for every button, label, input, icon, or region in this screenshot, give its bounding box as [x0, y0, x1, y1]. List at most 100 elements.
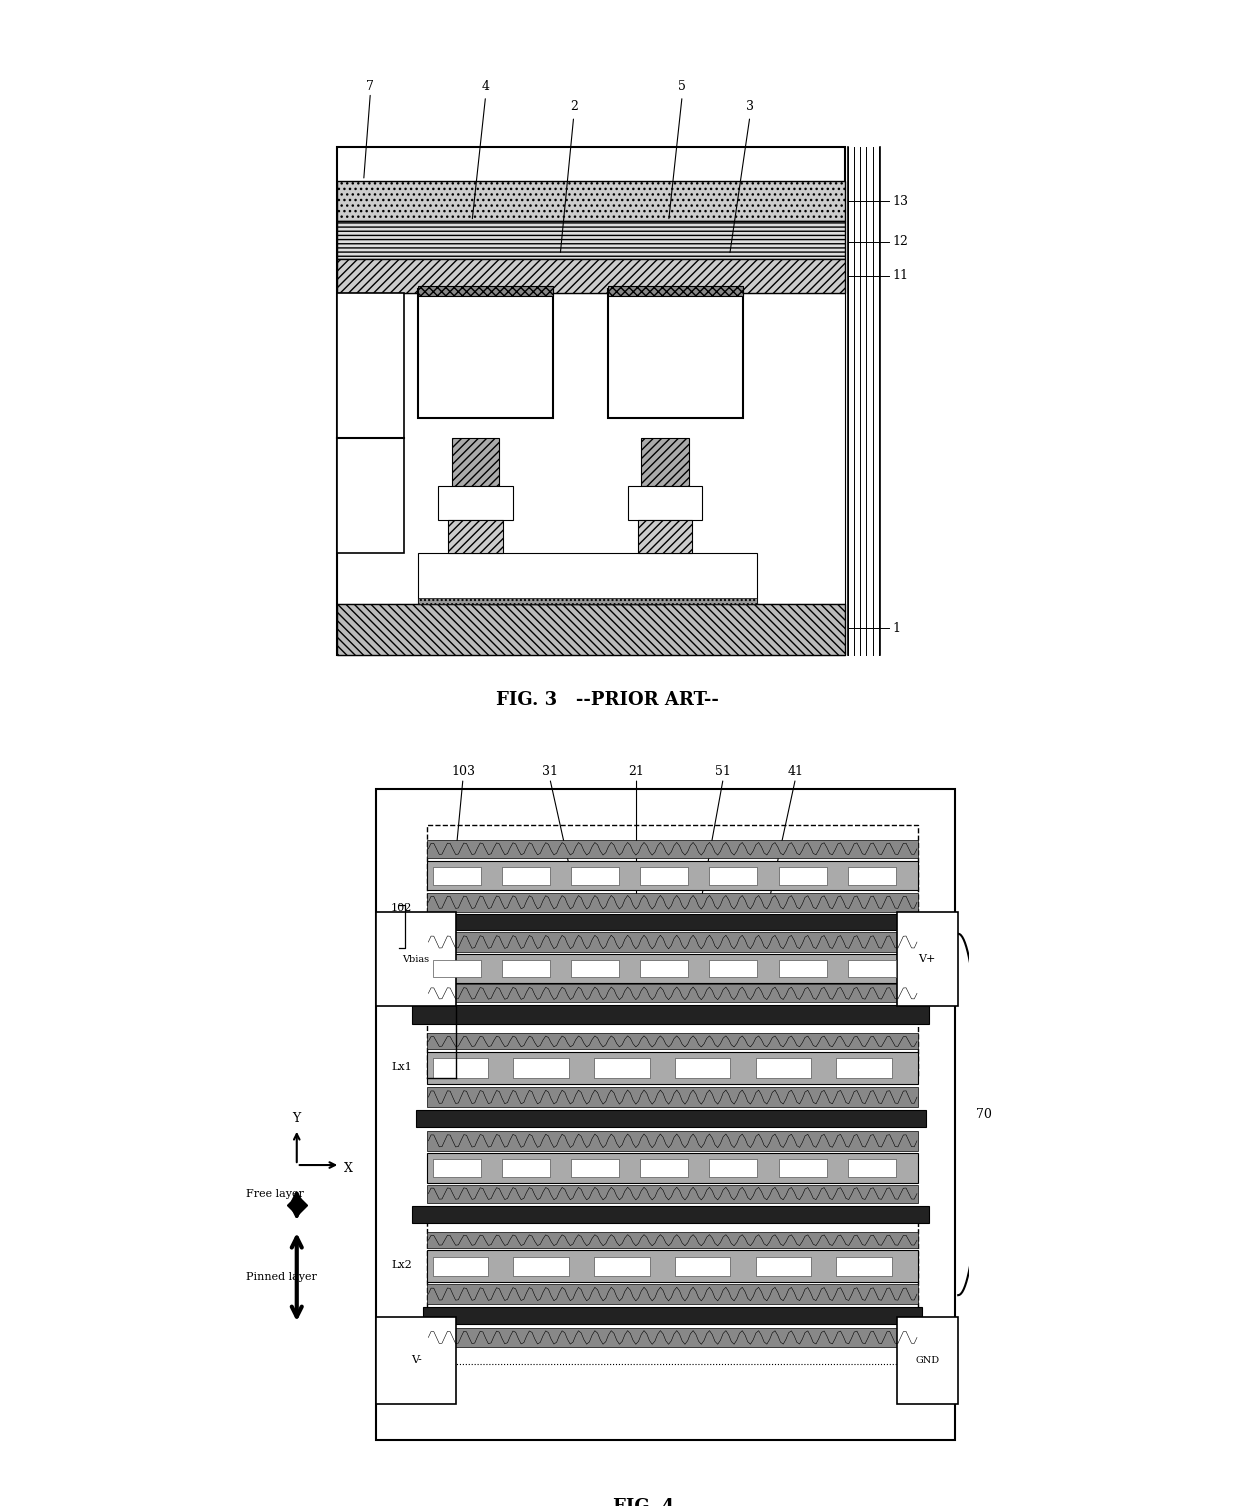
Bar: [433, 1158, 481, 1178]
Bar: [376, 1316, 456, 1404]
Text: X: X: [343, 1163, 352, 1175]
Bar: [513, 1059, 569, 1078]
Bar: [427, 1131, 919, 1151]
Bar: [433, 959, 481, 977]
Text: 103: 103: [451, 765, 475, 779]
Bar: [427, 840, 919, 858]
Bar: [709, 959, 758, 977]
Bar: [427, 1220, 919, 1316]
Bar: [897, 1316, 959, 1404]
Text: 41: 41: [787, 765, 804, 779]
Bar: [779, 867, 827, 884]
Text: 11: 11: [893, 270, 908, 282]
Bar: [594, 1256, 650, 1276]
Bar: [427, 1033, 919, 1050]
Bar: [675, 1059, 730, 1078]
Bar: [709, 867, 758, 884]
Bar: [427, 1185, 919, 1203]
Bar: [427, 953, 919, 983]
Bar: [779, 1158, 827, 1178]
Text: FIG. 4: FIG. 4: [614, 1497, 675, 1506]
Bar: [418, 598, 756, 604]
Bar: [417, 1110, 926, 1128]
Text: Vbias: Vbias: [403, 955, 429, 964]
Text: 12: 12: [893, 235, 908, 248]
Text: Free layer: Free layer: [247, 1188, 304, 1199]
Bar: [427, 932, 919, 952]
Bar: [413, 1205, 929, 1223]
Text: 104: 104: [377, 932, 398, 943]
Text: 5: 5: [678, 80, 686, 93]
Text: 2: 2: [569, 99, 578, 113]
Bar: [848, 959, 895, 977]
Bar: [897, 913, 959, 1006]
Bar: [502, 959, 549, 977]
Bar: [675, 1256, 730, 1276]
Bar: [572, 959, 619, 977]
Bar: [451, 438, 500, 485]
Text: 7: 7: [367, 80, 374, 93]
Bar: [427, 1285, 919, 1304]
Bar: [423, 1307, 923, 1324]
Bar: [427, 1152, 919, 1184]
Bar: [427, 1250, 919, 1282]
Bar: [640, 959, 688, 977]
Text: GND: GND: [915, 1355, 939, 1364]
Text: 21: 21: [629, 765, 645, 779]
Text: 13: 13: [893, 194, 908, 208]
Bar: [433, 1059, 489, 1078]
Bar: [572, 1158, 619, 1178]
Bar: [572, 867, 619, 884]
Bar: [640, 867, 688, 884]
Bar: [427, 1087, 919, 1107]
Bar: [376, 789, 955, 1440]
Bar: [438, 485, 512, 520]
Bar: [433, 867, 481, 884]
Bar: [449, 520, 502, 554]
Text: V+: V+: [919, 953, 936, 964]
Bar: [594, 1059, 650, 1078]
Bar: [513, 1256, 569, 1276]
Bar: [627, 485, 703, 520]
Bar: [336, 148, 844, 655]
Bar: [418, 286, 553, 297]
Bar: [433, 1256, 489, 1276]
Bar: [417, 914, 926, 931]
Text: Lx1: Lx1: [392, 1062, 413, 1072]
Bar: [427, 1232, 919, 1248]
Bar: [755, 1059, 811, 1078]
Bar: [336, 292, 844, 604]
Bar: [755, 1256, 811, 1276]
Bar: [848, 867, 895, 884]
Bar: [336, 292, 404, 554]
Text: 102: 102: [391, 904, 413, 914]
Bar: [427, 1328, 919, 1348]
Bar: [709, 1158, 758, 1178]
Text: 4: 4: [481, 80, 490, 93]
Text: 70: 70: [976, 1108, 992, 1120]
Bar: [427, 893, 919, 913]
Text: Lx2: Lx2: [392, 1261, 413, 1270]
Bar: [427, 985, 919, 1003]
Text: 3: 3: [746, 99, 754, 113]
Bar: [502, 1158, 549, 1178]
Bar: [336, 181, 844, 221]
Text: V-: V-: [410, 1355, 422, 1366]
Bar: [418, 554, 756, 604]
Bar: [836, 1256, 892, 1276]
Bar: [836, 1059, 892, 1078]
Text: FIG. 3   --PRIOR ART--: FIG. 3 --PRIOR ART--: [496, 691, 719, 709]
Bar: [336, 148, 844, 655]
Text: 1: 1: [893, 622, 900, 634]
Text: 31: 31: [542, 765, 558, 779]
Bar: [427, 825, 919, 1078]
Text: 103: 103: [391, 922, 413, 932]
Bar: [608, 289, 743, 419]
Bar: [608, 286, 743, 297]
Bar: [502, 867, 549, 884]
Text: Y: Y: [293, 1111, 301, 1125]
Bar: [848, 1158, 895, 1178]
Bar: [427, 861, 919, 890]
Bar: [639, 520, 692, 554]
Bar: [336, 221, 844, 259]
